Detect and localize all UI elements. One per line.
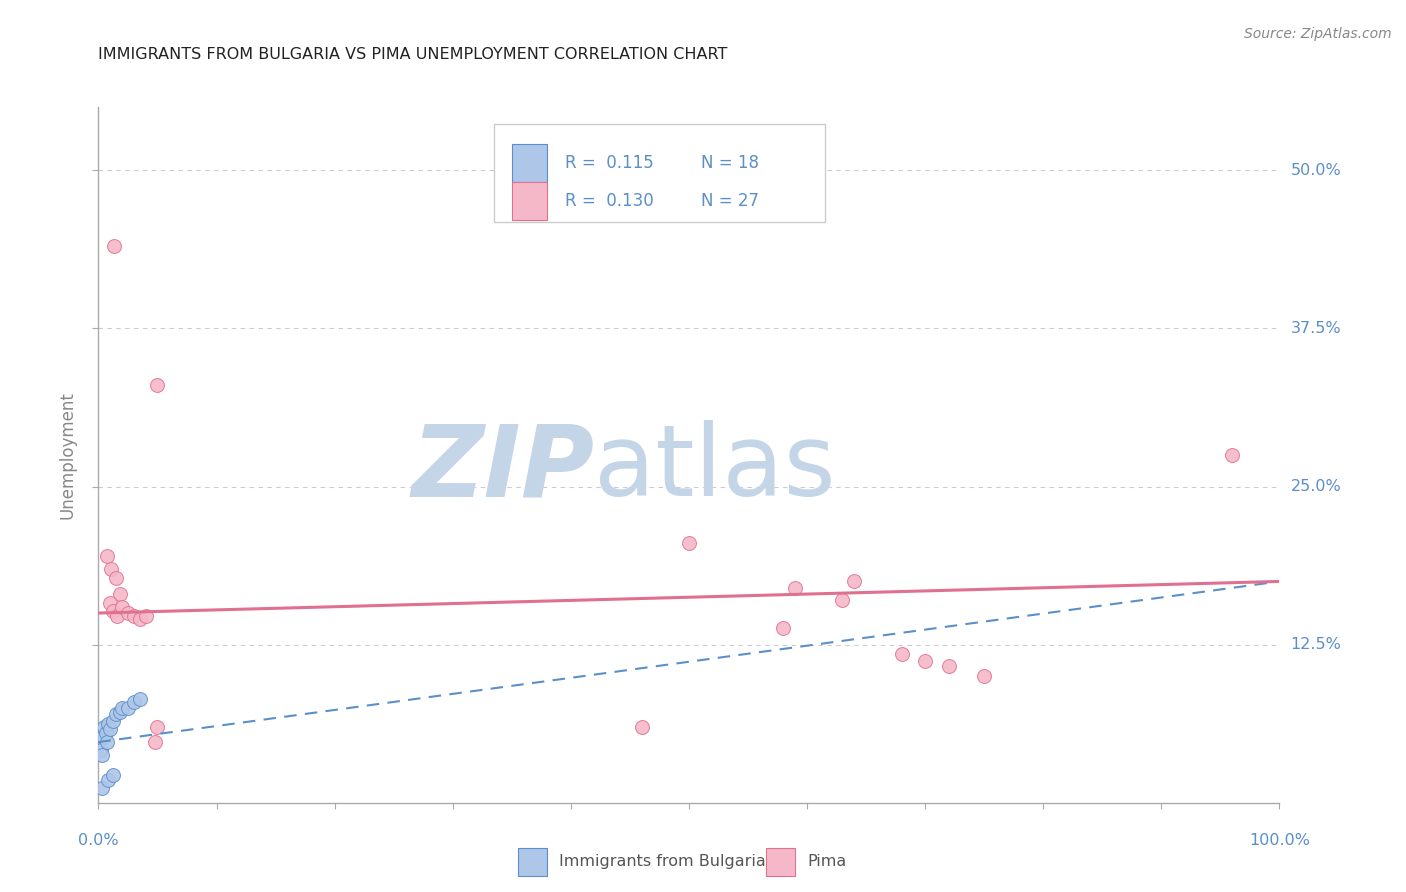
- Point: [105, 608, 128, 623]
- Point: [101, 768, 124, 782]
- Point: [772, 621, 794, 635]
- Point: [122, 608, 145, 623]
- Point: [938, 659, 960, 673]
- Point: [101, 603, 124, 617]
- Point: [785, 581, 807, 595]
- FancyBboxPatch shape: [512, 144, 547, 182]
- Point: [844, 574, 866, 589]
- Point: [100, 562, 122, 576]
- Point: [122, 695, 145, 709]
- Text: Immigrants from Bulgaria: Immigrants from Bulgaria: [560, 855, 766, 870]
- Point: [93, 720, 115, 734]
- Text: IMMIGRANTS FROM BULGARIA VS PIMA UNEMPLOYMENT CORRELATION CHART: IMMIGRANTS FROM BULGARIA VS PIMA UNEMPLO…: [98, 47, 728, 62]
- Point: [105, 707, 128, 722]
- Point: [91, 730, 114, 744]
- Text: N = 18: N = 18: [700, 153, 759, 171]
- Point: [101, 714, 124, 728]
- Text: ZIP: ZIP: [412, 420, 595, 517]
- FancyBboxPatch shape: [494, 124, 825, 222]
- Point: [90, 742, 112, 756]
- Point: [91, 747, 114, 762]
- Text: R =  0.115: R = 0.115: [565, 153, 654, 171]
- Point: [831, 593, 853, 607]
- Point: [108, 705, 131, 719]
- Point: [678, 536, 700, 550]
- Text: Source: ZipAtlas.com: Source: ZipAtlas.com: [1244, 27, 1392, 41]
- FancyBboxPatch shape: [517, 848, 547, 876]
- Text: 100.0%: 100.0%: [1249, 833, 1310, 848]
- Point: [98, 596, 121, 610]
- Text: R =  0.130: R = 0.130: [565, 192, 654, 210]
- Y-axis label: Unemployment: Unemployment: [59, 391, 77, 519]
- Text: 37.5%: 37.5%: [1291, 321, 1341, 336]
- Text: 12.5%: 12.5%: [1291, 637, 1341, 652]
- Point: [128, 612, 150, 626]
- Point: [146, 720, 169, 734]
- Point: [973, 669, 995, 683]
- Point: [111, 599, 134, 614]
- Point: [103, 239, 125, 253]
- Point: [914, 654, 936, 668]
- Point: [96, 549, 118, 563]
- Point: [630, 720, 652, 734]
- Point: [143, 735, 166, 749]
- Point: [98, 723, 121, 737]
- Point: [97, 772, 120, 787]
- Point: [135, 608, 157, 623]
- Point: [108, 587, 131, 601]
- Point: [94, 726, 117, 740]
- Text: atlas: atlas: [595, 420, 837, 517]
- Point: [111, 701, 134, 715]
- Point: [96, 735, 118, 749]
- Point: [1220, 448, 1243, 462]
- Text: N = 27: N = 27: [700, 192, 759, 210]
- Point: [146, 378, 169, 392]
- Point: [97, 717, 120, 731]
- Text: 25.0%: 25.0%: [1291, 479, 1341, 494]
- FancyBboxPatch shape: [766, 848, 796, 876]
- Text: 50.0%: 50.0%: [1291, 163, 1341, 178]
- Text: 0.0%: 0.0%: [79, 833, 118, 848]
- Point: [91, 780, 114, 795]
- Point: [117, 606, 139, 620]
- Point: [890, 647, 912, 661]
- Point: [105, 571, 128, 585]
- Point: [117, 701, 139, 715]
- Text: Pima: Pima: [807, 855, 846, 870]
- FancyBboxPatch shape: [512, 182, 547, 220]
- Point: [128, 692, 150, 706]
